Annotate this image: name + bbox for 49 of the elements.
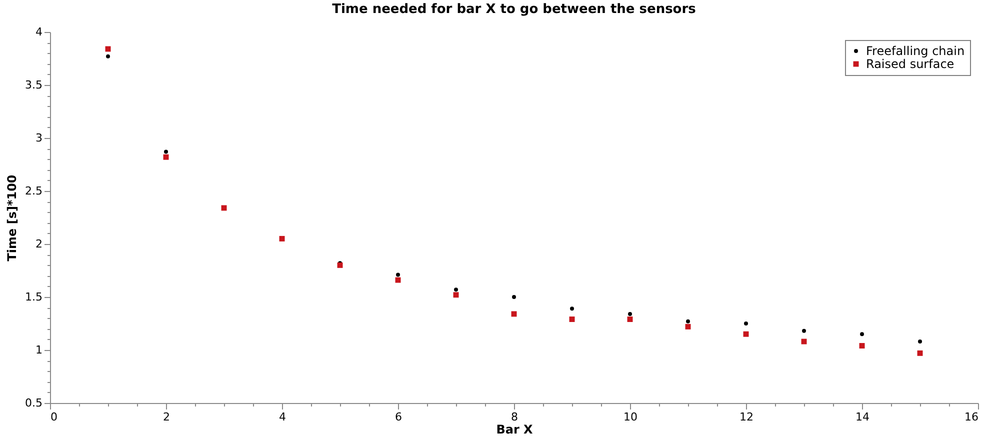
chart-title: Time needed for bar X to go between the sensors — [332, 2, 696, 17]
point — [859, 343, 865, 348]
point — [686, 319, 690, 324]
point — [105, 46, 111, 52]
x-tick-label: 10 — [624, 410, 638, 424]
y-axis-title: Time [s]*100 — [5, 174, 20, 262]
point — [569, 316, 575, 322]
y-tick-label: 3.5 — [25, 78, 42, 92]
y-tick-label: 1 — [36, 344, 42, 356]
x-tick-label: 0 — [50, 410, 58, 424]
point — [917, 350, 923, 356]
legend-label: Freefalling chain — [866, 44, 965, 58]
point — [511, 311, 517, 317]
point — [337, 262, 343, 268]
point — [918, 340, 922, 344]
y-tick-label: 4 — [36, 26, 42, 38]
point — [570, 306, 574, 311]
point — [164, 150, 168, 154]
x-axis-title: Bar X — [496, 422, 534, 436]
point — [744, 322, 748, 326]
x-tick-label: 6 — [395, 410, 402, 424]
y-tick-label: 3 — [36, 132, 42, 144]
point — [802, 328, 806, 333]
y-tick-label: 2.5 — [25, 184, 42, 198]
point — [106, 54, 110, 58]
point — [279, 236, 285, 242]
point — [860, 332, 864, 336]
x-tick-label: 4 — [279, 410, 286, 424]
point — [454, 288, 458, 292]
point — [512, 295, 516, 299]
point — [221, 205, 227, 211]
point — [743, 331, 749, 337]
point — [395, 277, 401, 283]
x-tick-label: 16 — [964, 410, 978, 424]
x-tick-label: 12 — [740, 410, 754, 424]
legend-label: Raised surface — [866, 57, 954, 71]
point — [396, 272, 400, 277]
x-tick-label: 14 — [856, 410, 870, 424]
point — [801, 338, 807, 344]
x-tick-label: 8 — [511, 410, 518, 424]
point — [453, 292, 459, 298]
x-tick-label: 2 — [163, 410, 170, 424]
y-tick-label: 2 — [36, 238, 42, 250]
point — [685, 324, 691, 330]
point — [627, 316, 633, 322]
point — [163, 154, 169, 160]
point — [628, 312, 632, 316]
y-tick-label: 1.5 — [25, 290, 42, 304]
y-tick-label: 0.5 — [25, 396, 42, 410]
